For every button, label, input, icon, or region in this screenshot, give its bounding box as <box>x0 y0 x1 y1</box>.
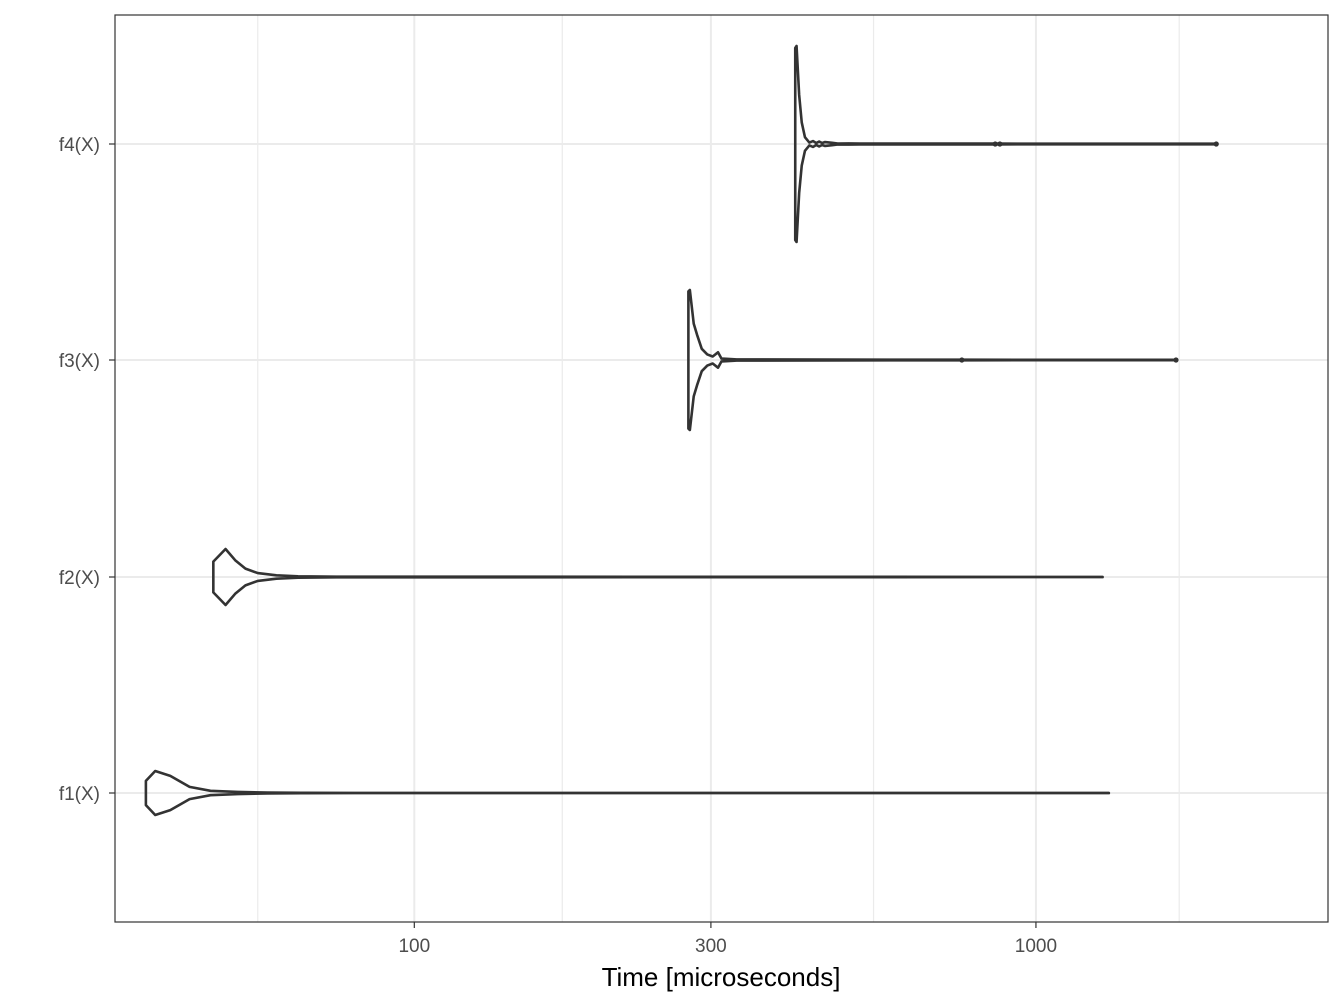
violins <box>144 44 1219 817</box>
y-tick-label: f2(X) <box>59 568 100 589</box>
x-tick-label: 300 <box>695 936 727 957</box>
panel-border <box>114 14 1329 923</box>
y-tick-label: f4(X) <box>59 135 100 156</box>
x-axis-title: Time [microseconds] <box>602 962 841 992</box>
minor-gridlines <box>257 15 1180 922</box>
y-axis: f1(X) f2(X) f3(X) f4(X) <box>59 135 115 805</box>
outlier-point <box>992 141 998 147</box>
x-tick-label: 100 <box>398 936 430 957</box>
outlier-point <box>997 141 1003 147</box>
x-tick-label: 1000 <box>1015 936 1057 957</box>
outlier-point <box>1213 141 1219 147</box>
outlier-point <box>959 357 965 363</box>
y-tick-label: f3(X) <box>59 351 100 372</box>
outlier-point <box>1173 357 1179 363</box>
panel-background <box>115 15 1328 922</box>
x-axis: 100 300 1000 <box>398 922 1057 957</box>
y-tick-label: f1(X) <box>59 784 100 805</box>
violin-f1x <box>144 769 1111 817</box>
violin-f2x <box>212 547 1104 607</box>
